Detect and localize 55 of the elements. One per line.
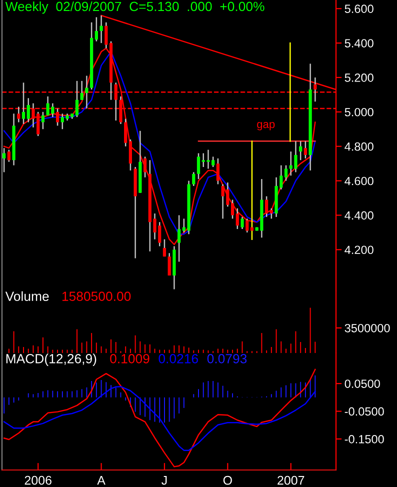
- y-tick-label: 4.600: [344, 176, 374, 186]
- y-tick-label: 5.000: [344, 108, 374, 116]
- candlestick: [94, 16, 98, 42]
- chart-title: MACD(12,26,9): [6, 354, 96, 366]
- annotation: gap: [257, 122, 275, 130]
- candlestick: [196, 152, 200, 180]
- y-tick-label: 5.200: [344, 74, 374, 82]
- series-label: 0.1009: [110, 354, 150, 364]
- candlestick: [230, 199, 234, 220]
- candlestick: [80, 80, 84, 100]
- y-tick-label: 3500000: [344, 324, 390, 332]
- candlestick: [270, 208, 273, 220]
- candlestick: [100, 14, 103, 44]
- candlestick: [299, 140, 302, 161]
- x-tick-label: A: [97, 476, 106, 485]
- text: 1580500.00: [62, 292, 131, 301]
- candlestick: [162, 238, 166, 258]
- candlestick: [143, 156, 147, 178]
- candlestick: [240, 216, 244, 230]
- candlestick: [75, 80, 79, 118]
- x-tick-label: J: [162, 476, 167, 485]
- candlestick: [7, 149, 10, 162]
- candlestick: [236, 208, 239, 230]
- series-label: 0.0793: [207, 354, 247, 364]
- y-tick-label: -0.0500: [344, 407, 384, 416]
- y-tick-label: 4.200: [344, 246, 374, 254]
- x-tick-label: O: [223, 476, 232, 485]
- candlestick: [2, 147, 6, 173]
- candlestick: [246, 218, 249, 234]
- text: 0.0216: [158, 354, 198, 364]
- candlestick: [26, 98, 30, 123]
- candlestick: [85, 75, 88, 110]
- chart-title: Weekly 02/09/2007 C=5.130 .000 +0.00%: [5, 1, 264, 14]
- x-tick-label: 2006: [24, 476, 52, 485]
- candlestick: [22, 82, 26, 125]
- line-series: [3, 386, 316, 451]
- y-tick-label: -0.1500: [344, 435, 384, 444]
- y-tick-label: 0.0500: [344, 380, 380, 388]
- candlestick: [168, 252, 171, 276]
- candlestick: [178, 214, 181, 262]
- line-series: [3, 368, 316, 468]
- x-tick-label: 2007: [278, 476, 304, 485]
- candlestick: [192, 172, 196, 187]
- candlestick: [128, 138, 132, 172]
- candlestick: [41, 111, 45, 130]
- y-tick-label: 5.400: [344, 39, 374, 48]
- y-tick-label: 5.600: [344, 4, 374, 14]
- candlestick: [304, 140, 308, 160]
- chart-title: Volume: [5, 291, 49, 301]
- candlestick: [264, 196, 268, 218]
- candlestick: [216, 158, 220, 185]
- y-tick-label: 4.400: [344, 211, 374, 220]
- candlestick: [124, 118, 128, 147]
- candlestick: [284, 164, 288, 182]
- y-tick-label: 4.800: [344, 142, 374, 151]
